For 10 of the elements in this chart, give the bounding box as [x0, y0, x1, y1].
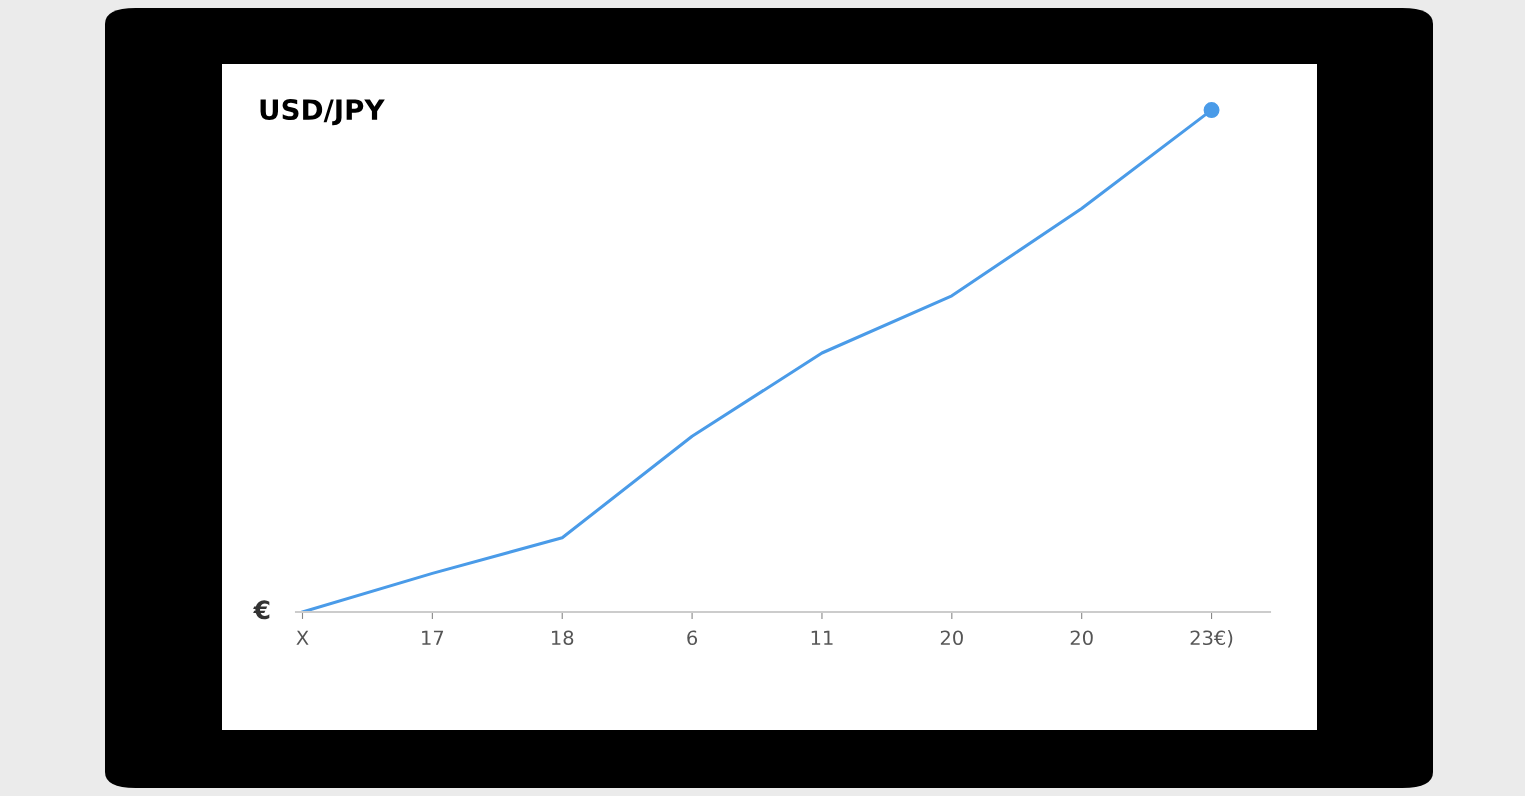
x-tick-label: 11 — [811, 630, 833, 645]
x-tick-label: 17 — [422, 630, 444, 645]
x-tick-label: 18 — [551, 630, 574, 646]
x-tick-label: X — [296, 630, 309, 645]
x-tick-label: 6 — [687, 630, 698, 646]
x-tick-label: 23€) — [1190, 630, 1233, 648]
chart-title: USD/JPY — [260, 99, 385, 126]
x-tick-label: 20 — [1070, 630, 1093, 646]
x-tick-label: 20 — [940, 630, 963, 646]
text: € — [253, 600, 270, 620]
